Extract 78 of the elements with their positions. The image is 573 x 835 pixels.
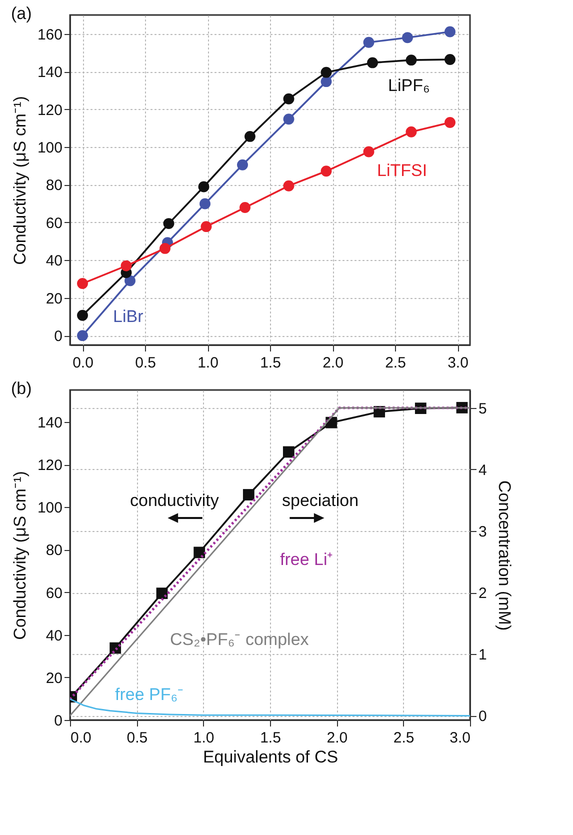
x-tick-label: 3.0 [448, 354, 468, 372]
x-tick-label: 2.5 [385, 354, 406, 372]
x-tick-label: 1.5 [260, 354, 281, 372]
x-tick-label: 1.0 [198, 354, 218, 372]
point [200, 198, 210, 210]
x-tick-label: 0.5 [126, 730, 148, 746]
point [444, 54, 456, 65]
series-label: LiTFSI [377, 161, 428, 180]
point [320, 76, 332, 88]
y2-tick-label: 2 [478, 585, 487, 602]
x-tick-label: 0.0 [70, 730, 92, 746]
point [240, 202, 250, 213]
y-tick-label: 0 [54, 712, 62, 730]
chart-title: (a) [10, 4, 32, 23]
point [200, 221, 212, 232]
series-label: free PF₆⁻ [115, 685, 184, 704]
point [198, 181, 210, 192]
y2-tick-label: 0 [478, 708, 487, 726]
y-tick-label: 60 [46, 584, 62, 602]
y-axis-title: Conductivity (μS cm⁻¹) [10, 471, 30, 640]
y2-tick-label: 3 [478, 523, 487, 540]
point [283, 180, 294, 192]
series-label: CS₂•PF₆⁻ complex [170, 630, 310, 649]
y-tick-label: 100 [37, 140, 62, 156]
point [363, 36, 374, 48]
point [163, 218, 174, 230]
x-tick-label: 3.0 [450, 730, 470, 746]
y-axis-title: Conductivity (μS cm⁻¹) [10, 96, 30, 265]
y-tick-label: 40 [46, 252, 62, 270]
point [283, 114, 294, 125]
y-tick-label: 140 [37, 414, 62, 432]
point [367, 57, 378, 68]
y-tick-label: 80 [46, 177, 62, 194]
point [363, 146, 374, 158]
point [77, 330, 88, 342]
y-tick-label: 20 [46, 670, 62, 687]
x-tick-label: 0.0 [72, 354, 94, 372]
y-tick-label: 160 [37, 26, 62, 44]
point [120, 260, 132, 272]
x-tick-label: 2.5 [393, 730, 414, 746]
series-label: LiPF₆ [388, 76, 430, 95]
x-tick-label: 1.0 [193, 730, 214, 746]
y2-tick-label: 5 [478, 400, 487, 418]
text: free Li⁺ [280, 550, 334, 569]
y2-tick-label: 1 [478, 646, 487, 664]
point [283, 93, 294, 104]
point [244, 130, 256, 142]
y-tick-label: 120 [37, 102, 62, 119]
point [320, 166, 332, 177]
y-tick-label: 60 [46, 214, 62, 232]
point [320, 66, 332, 78]
x-tick-label: 2.0 [322, 354, 344, 372]
y-tick-label: 0 [54, 328, 62, 346]
annotation: conductivity [130, 491, 220, 510]
y2-axis-title: Concentration (mM) [494, 480, 514, 631]
y-tick-label: 20 [46, 290, 62, 308]
y-tick-label: 40 [46, 627, 62, 644]
x-tick-label: 1.5 [260, 730, 281, 746]
y-tick-label: 140 [37, 64, 62, 82]
y-tick-label: 80 [46, 542, 62, 560]
point [77, 278, 88, 289]
point [160, 242, 170, 254]
point [444, 26, 456, 38]
annotation: speciation [282, 491, 359, 510]
y-tick-label: 120 [37, 457, 62, 474]
x-tick-label: 2.0 [326, 730, 348, 746]
point [406, 126, 417, 138]
series-label: LiBr [113, 307, 144, 326]
point [406, 54, 417, 66]
y2-tick-label: 4 [478, 462, 487, 479]
point [402, 32, 413, 44]
x-axis-title: Equivalents of CS [202, 748, 338, 766]
y-tick-label: 100 [37, 500, 62, 517]
point [237, 159, 248, 170]
chart-title: (b) [10, 379, 32, 398]
point [444, 117, 456, 128]
point [77, 310, 88, 321]
x-tick-label: 0.5 [135, 354, 156, 372]
